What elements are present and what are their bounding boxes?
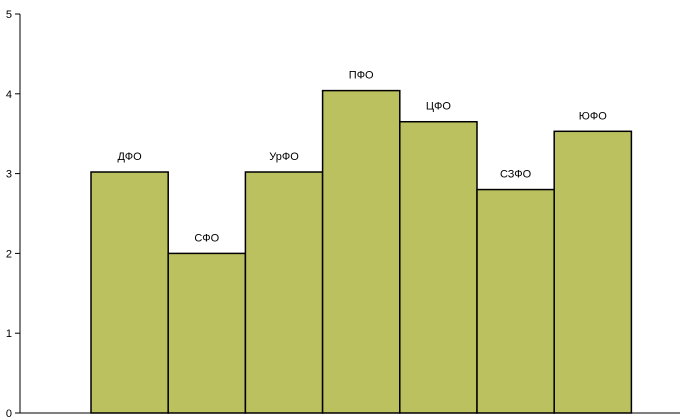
- bar-category-label: ДФО: [118, 151, 143, 163]
- bar-labels: ДФО СФО УрФО ПФО ЦФО СЗФО ЮФО: [118, 70, 608, 245]
- bar-category-label: УрФО: [269, 151, 299, 163]
- y-tick-label: 4: [6, 89, 12, 101]
- y-tick-label: 1: [6, 328, 12, 340]
- y-tick-label: 2: [6, 248, 12, 260]
- bar: [244, 171, 324, 414]
- bar-category-label: СФО: [194, 232, 219, 244]
- y-tick-label: 5: [6, 9, 12, 21]
- bar: [553, 130, 633, 414]
- bar-category-label: ЦФО: [426, 101, 452, 113]
- bar: [167, 252, 247, 414]
- y-tick-label: 0: [6, 408, 12, 418]
- bar: [321, 89, 401, 414]
- bar-category-label: ЮФО: [579, 110, 607, 122]
- bars: [90, 89, 633, 414]
- bar: [399, 120, 478, 414]
- bar: [90, 171, 169, 414]
- bar-category-label: СЗФО: [500, 169, 532, 181]
- bar-category-label: ПФО: [349, 70, 374, 82]
- bar: [476, 188, 555, 414]
- y-tick-label: 3: [6, 169, 12, 181]
